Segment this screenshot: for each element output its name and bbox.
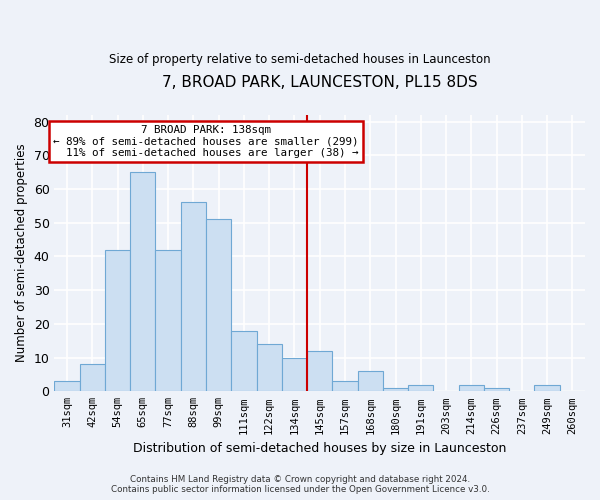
Bar	[231, 330, 257, 392]
Bar	[206, 220, 231, 392]
Bar	[535, 384, 560, 392]
Y-axis label: Number of semi-detached properties: Number of semi-detached properties	[15, 144, 28, 362]
Bar	[282, 358, 307, 392]
Text: Size of property relative to semi-detached houses in Launceston: Size of property relative to semi-detach…	[109, 52, 491, 66]
Bar	[80, 364, 105, 392]
Bar	[408, 384, 433, 392]
Bar	[105, 250, 130, 392]
Bar	[181, 202, 206, 392]
Bar	[358, 371, 383, 392]
Title: 7, BROAD PARK, LAUNCESTON, PL15 8DS: 7, BROAD PARK, LAUNCESTON, PL15 8DS	[162, 75, 478, 90]
Bar	[55, 381, 80, 392]
Text: 7 BROAD PARK: 138sqm  
← 89% of semi-detached houses are smaller (299)
  11% of : 7 BROAD PARK: 138sqm ← 89% of semi-detac…	[53, 125, 359, 158]
X-axis label: Distribution of semi-detached houses by size in Launceston: Distribution of semi-detached houses by …	[133, 442, 506, 455]
Bar	[257, 344, 282, 392]
Bar	[332, 381, 358, 392]
Bar	[155, 250, 181, 392]
Bar	[130, 172, 155, 392]
Bar	[484, 388, 509, 392]
Bar	[307, 351, 332, 392]
Text: Contains HM Land Registry data © Crown copyright and database right 2024.
Contai: Contains HM Land Registry data © Crown c…	[110, 474, 490, 494]
Bar	[383, 388, 408, 392]
Bar	[458, 384, 484, 392]
